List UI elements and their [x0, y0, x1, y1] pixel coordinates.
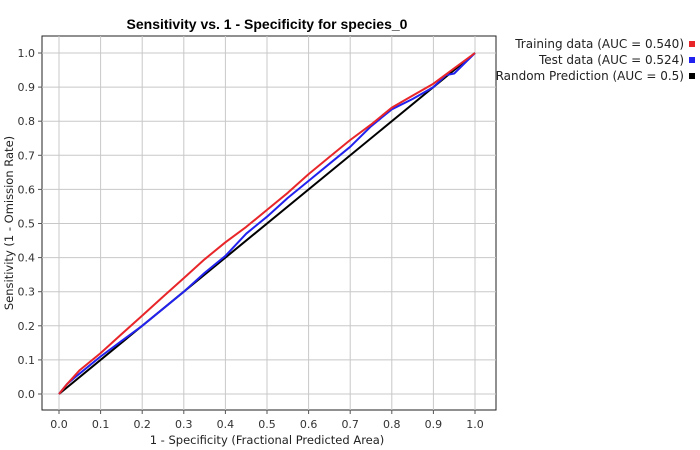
- legend-swatch-random: [689, 73, 695, 79]
- legend-item-random: Random Prediction (AUC = 0.5): [480, 68, 695, 84]
- y-tick-label: 0.6: [18, 183, 36, 196]
- legend-item-test: Test data (AUC = 0.524): [480, 52, 695, 68]
- legend-swatch-test: [689, 57, 695, 63]
- x-axis-ticks: 0.0 0.1 0.2 0.3 0.4 0.5 0.6 0.7 0.8 0.9 1.0: [50, 410, 484, 431]
- x-axis-label: 1 - Specificity (Fractional Predicted Ar…: [150, 433, 385, 447]
- test-data-line: [58, 52, 476, 395]
- y-tick-label: 0.0: [18, 388, 36, 401]
- legend-label-training: Training data (AUC = 0.540): [515, 37, 684, 51]
- x-tick-label: 0.3: [175, 418, 193, 431]
- x-tick-label: 0.8: [383, 418, 401, 431]
- training-data-line: [58, 52, 476, 395]
- legend-swatch-training: [689, 41, 695, 47]
- y-tick-label: 0.9: [18, 81, 36, 94]
- legend-label-test: Test data (AUC = 0.524): [538, 53, 684, 67]
- y-tick-label: 0.5: [18, 218, 36, 231]
- legend-label-random: Random Prediction (AUC = 0.5): [495, 69, 684, 83]
- y-tick-label: 0.8: [18, 115, 36, 128]
- x-tick-label: 0.0: [50, 418, 68, 431]
- x-tick-label: 0.7: [341, 418, 359, 431]
- y-tick-label: 0.3: [18, 286, 36, 299]
- y-tick-label: 0.2: [18, 320, 36, 333]
- chart-legend: Training data (AUC = 0.540) Test data (A…: [480, 36, 695, 84]
- y-tick-label: 0.7: [18, 149, 36, 162]
- legend-item-training: Training data (AUC = 0.540): [480, 36, 695, 52]
- chart-title: Sensitivity vs. 1 - Specificity for spec…: [127, 16, 408, 32]
- grid-lines: [42, 36, 496, 410]
- y-tick-label: 0.4: [18, 252, 36, 265]
- x-tick-label: 0.1: [92, 418, 110, 431]
- x-tick-label: 0.9: [425, 418, 443, 431]
- x-tick-label: 0.6: [300, 418, 318, 431]
- x-tick-label: 1.0: [466, 418, 484, 431]
- y-tick-label: 1.0: [18, 47, 36, 60]
- series-layer: [58, 52, 476, 395]
- x-tick-label: 0.4: [217, 418, 235, 431]
- x-tick-label: 0.5: [258, 418, 276, 431]
- y-axis-label: Sensitivity (1 - Omission Rate): [2, 136, 16, 310]
- y-axis-ticks: 0.0 0.1 0.2 0.3 0.4 0.5 0.6 0.7 0.8 0.9 1.0: [18, 47, 42, 401]
- x-tick-label: 0.2: [133, 418, 151, 431]
- y-tick-label: 0.1: [18, 354, 36, 367]
